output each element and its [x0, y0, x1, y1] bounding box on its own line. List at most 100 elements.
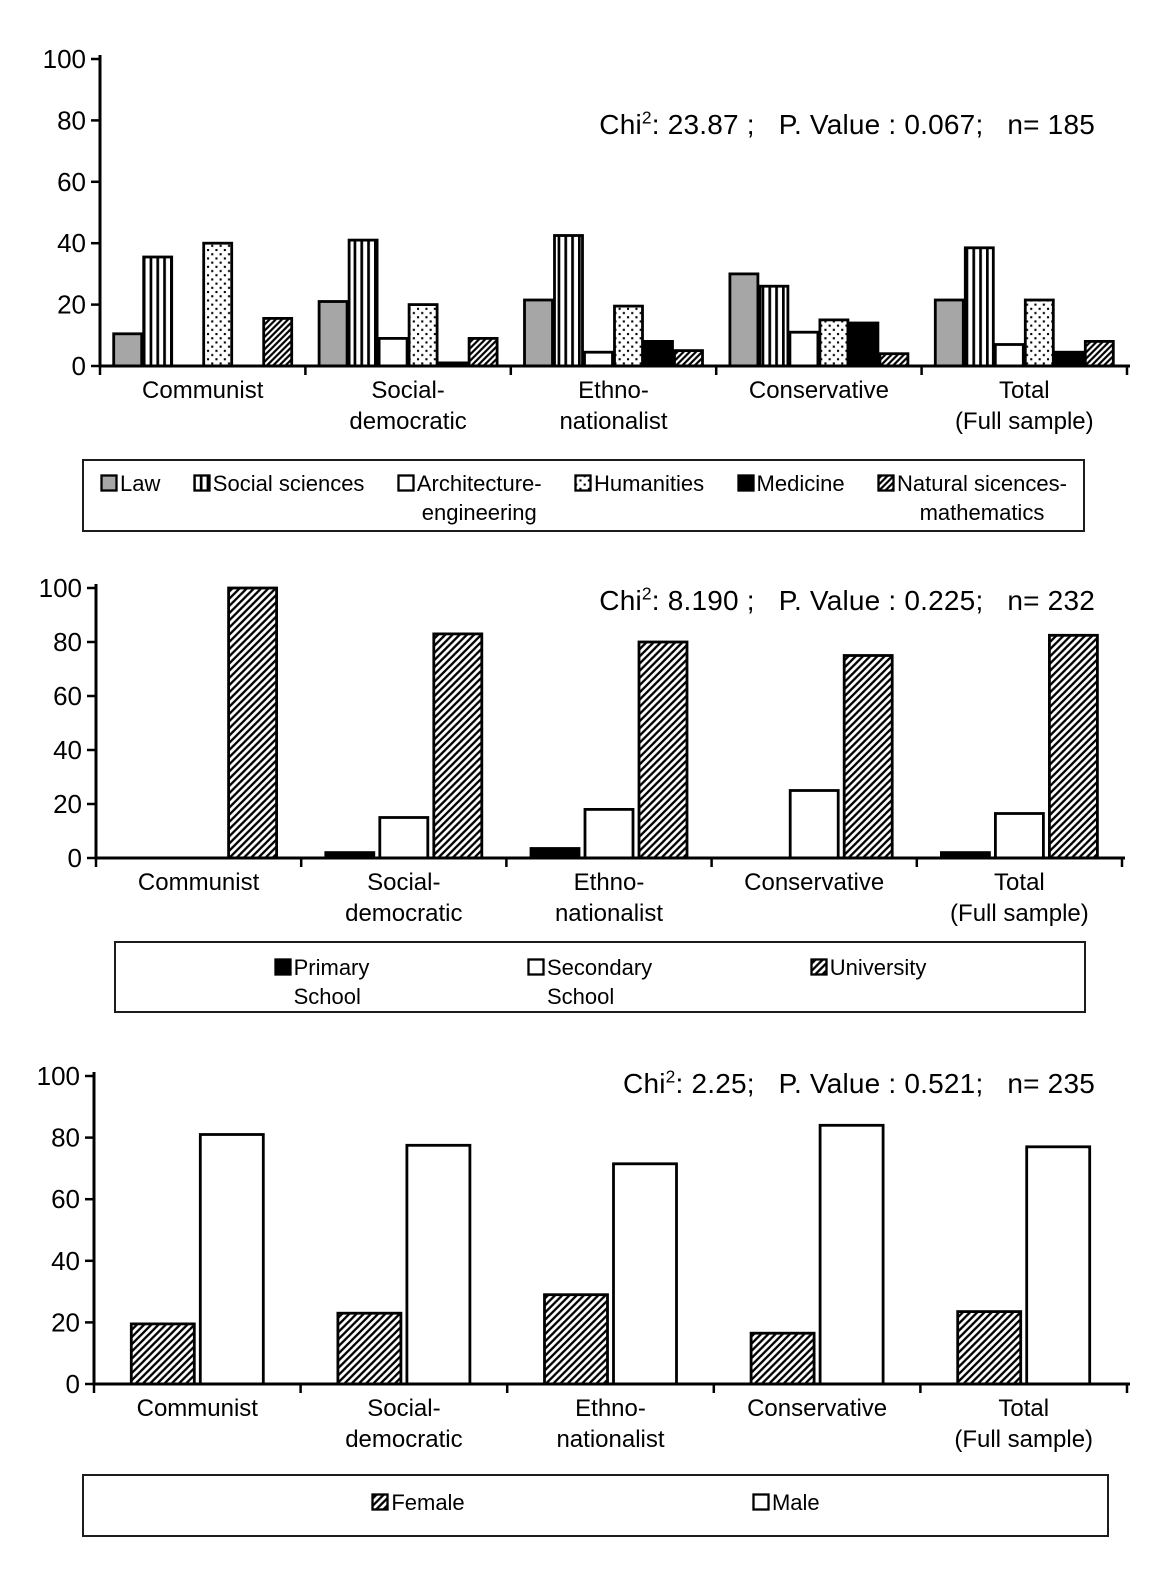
bar-male-total: [1025, 1145, 1092, 1386]
bar-medicine-conservative: [848, 321, 880, 368]
bar-university-total: [1048, 633, 1099, 860]
category-label-total: Total (Full sample): [950, 869, 1089, 927]
chi-superscript: 2: [641, 107, 652, 128]
bar-medicine-total: [1053, 350, 1085, 368]
bar-natural-sicences-mathematics-conservative: [878, 352, 910, 368]
legend-item-law: Law: [100, 469, 160, 498]
category-label-social: Social-democratic: [345, 1395, 462, 1453]
bar-law-social: [317, 300, 349, 368]
y-tick-label: 0: [72, 351, 86, 381]
bar-university-communist: [227, 586, 279, 860]
chi-label: Chi: [623, 1068, 666, 1099]
bar-social-sciences-conservative: [758, 284, 790, 368]
category-label-conservative: Conservative: [747, 1395, 887, 1422]
legend-item-architecture-engineering: Architecture-engineering: [397, 469, 542, 527]
chart-gender: 0 20 40 60 80 100 Communist Social-democratic Et…: [37, 1061, 1130, 1453]
legend-item-male: Male: [752, 1488, 820, 1517]
y-tick-label: 40: [51, 1246, 80, 1276]
bar-female-communist: [129, 1322, 196, 1386]
y-tick-label: 60: [57, 167, 86, 197]
y-tick-label: 20: [51, 1307, 80, 1337]
chi-stats-text: : 23.87 ; P. Value : 0.067; n= 185: [651, 109, 1095, 140]
category-label-total: Total (Full sample): [955, 377, 1094, 435]
legend-field-of-study: Law Social sciences Architecture-engineeri…: [82, 459, 1085, 532]
legend-label: Natural sicences-: [897, 471, 1067, 496]
bar-female-total: [956, 1310, 1023, 1386]
y-tick-label: 0: [66, 1369, 80, 1399]
legend-label: Primary: [293, 955, 370, 980]
legend-item-medicine: Medicine: [736, 469, 845, 498]
chart1-stats-annotation: Chi2: 23.87 ; P. Value : 0.067; n= 185: [599, 107, 1095, 143]
bar-male-conservative: [818, 1123, 885, 1386]
bar-secondary-school-total: [994, 812, 1045, 860]
bar-female-social: [336, 1311, 403, 1386]
bar-law-conservative: [728, 272, 760, 368]
bar-architecture-engineering-conservative: [788, 330, 820, 368]
university-pattern-marker-icon: [810, 957, 828, 976]
medicine-pattern-marker-icon: [736, 473, 755, 492]
category-label-communist: Communist: [137, 1395, 259, 1422]
legend-label: Secondary: [547, 955, 653, 980]
legend-item-university: University: [810, 953, 927, 982]
bar-social-sciences-total: [963, 246, 995, 368]
legend-label: University: [829, 955, 927, 980]
y-tick-label: 60: [51, 1184, 80, 1214]
category-label-social: Social-democratic: [345, 869, 462, 927]
bar-social-sciences-communist: [142, 255, 174, 368]
legend-item-female: Female: [371, 1488, 465, 1517]
category-label-ethno: Ethno-nationalist: [559, 377, 667, 435]
bar-natural-sicences-mathematics-total: [1083, 339, 1115, 368]
bar-humanities-communist: [202, 241, 234, 368]
bar-natural-sicences-mathematics-communist: [262, 316, 294, 368]
y-tick-label: 20: [57, 290, 86, 320]
bar-humanities-social: [407, 303, 439, 368]
bar-university-social: [432, 632, 484, 860]
legend-label-line2: engineering: [421, 500, 537, 525]
category-label-total: Total (Full sample): [954, 1395, 1093, 1453]
bar-male-communist: [198, 1133, 265, 1386]
chi-stats-text: : 8.190 ; P. Value : 0.225; n= 232: [651, 585, 1095, 616]
humanities-pattern-marker-icon: [574, 473, 592, 492]
bar-secondary-school-conservative: [788, 789, 840, 860]
bar-architecture-engineering-total: [993, 343, 1025, 368]
bar-humanities-ethno: [613, 304, 644, 368]
bar-university-conservative: [842, 654, 894, 860]
category-label-ethno: Ethno-nationalist: [556, 1395, 664, 1453]
legend-label: Female: [391, 1490, 465, 1515]
bar-social-sciences-ethno: [553, 234, 584, 368]
legend-label-line2: School: [547, 984, 615, 1009]
category-label-ethno: Ethno-nationalist: [555, 869, 663, 927]
law-pattern-marker-icon: [100, 473, 118, 492]
bar-male-ethno: [612, 1162, 678, 1386]
category-label-communist: Communist: [138, 869, 260, 896]
legend-label: Medicine: [756, 471, 845, 496]
y-tick-label: 40: [57, 228, 86, 258]
female-pattern-marker-icon: [371, 1492, 389, 1511]
legend-label: Law: [120, 471, 161, 496]
bar-law-communist: [112, 332, 144, 368]
chi-label: Chi: [599, 585, 642, 616]
social-sciences-pattern-marker-icon: [193, 473, 211, 492]
legend-label-line2: School: [293, 984, 361, 1009]
bar-secondary-school-ethno: [583, 808, 635, 860]
bar-female-ethno: [543, 1293, 609, 1386]
bar-primary-school-ethno: [529, 847, 581, 860]
secondary-school-pattern-marker-icon: [527, 957, 545, 976]
y-tick-label: 80: [51, 1123, 80, 1153]
legend-item-secondary-school: Secondary School: [527, 953, 652, 1011]
y-tick-label: 100: [43, 44, 86, 74]
bar-humanities-conservative: [818, 318, 850, 368]
bar-secondary-school-social: [378, 816, 430, 860]
category-label-conservative: Conservative: [749, 377, 889, 404]
legend-item-humanities: Humanities: [574, 469, 704, 498]
y-tick-label: 80: [53, 627, 82, 657]
bar-humanities-total: [1023, 298, 1055, 368]
bar-law-ethno: [523, 298, 554, 368]
y-tick-label: 100: [39, 573, 82, 603]
legend-label: Male: [771, 1490, 820, 1515]
bar-female-conservative: [749, 1331, 816, 1386]
legend-label: Architecture-: [416, 471, 542, 496]
legend-gender: Female Male: [82, 1474, 1109, 1537]
y-tick-label: 40: [53, 735, 82, 765]
